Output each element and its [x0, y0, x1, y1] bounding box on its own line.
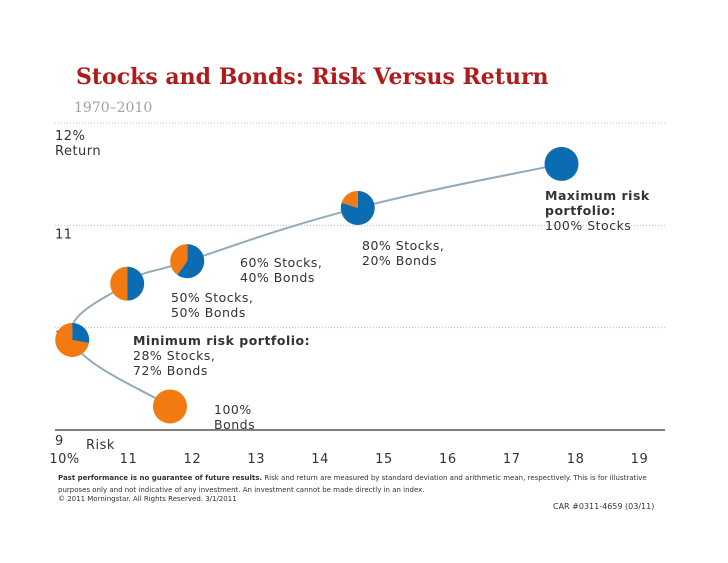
point-label: 72% Bonds — [133, 363, 208, 378]
x-tick-label: 12 — [184, 452, 202, 467]
point-label: 100% Stocks — [545, 218, 631, 233]
footer-disclaimer-bold: Past performance is no guarantee of futu… — [58, 474, 263, 482]
pie-stocks-slice — [72, 322, 90, 344]
x-axis-title: Risk — [86, 438, 115, 453]
point-label: Bonds — [214, 417, 255, 432]
point-label: Maximum risk — [545, 188, 650, 203]
pie-bonds-slice — [170, 244, 188, 275]
pie-stocks-slice — [127, 266, 145, 301]
point-label: 50% Bonds — [171, 305, 246, 320]
y-tick-label: 12% — [55, 129, 85, 144]
pie-stocks-slice — [340, 190, 375, 225]
pie-bonds-slice — [55, 322, 89, 357]
x-tick-label: 10% — [49, 452, 79, 467]
car-number: CAR #0311-4659 (03/11) — [553, 502, 655, 511]
point-label: portfolio: — [545, 203, 616, 218]
point-label: 60% Stocks, — [240, 255, 322, 270]
point-label: 50% Stocks, — [171, 290, 253, 305]
pie-bonds-slice — [341, 190, 358, 208]
x-tick-label: 11 — [120, 452, 138, 467]
x-tick-label: 16 — [439, 452, 457, 467]
copyright-line: © 2011 Morningstar. All Rights Reserved.… — [58, 495, 237, 503]
x-tick-label: 19 — [631, 452, 649, 467]
footer-disclaimer: Past performance is no guarantee of futu… — [58, 472, 668, 496]
footer-disclaimer-text: Risk and return are measured by standard… — [58, 474, 647, 494]
y-tick-label: 9 — [55, 434, 64, 449]
pie-bonds-slice — [110, 266, 128, 301]
x-tick-label: 15 — [375, 452, 393, 467]
point-label: Minimum risk portfolio: — [133, 333, 310, 348]
y-tick-label: 11 — [55, 227, 73, 242]
x-tick-label: 13 — [247, 452, 265, 467]
x-tick-label: 18 — [567, 452, 585, 467]
x-tick-label: 17 — [503, 452, 521, 467]
point-label: 28% Stocks, — [133, 348, 215, 363]
pie-bonds-slice — [152, 389, 187, 424]
point-label: 100% — [214, 402, 252, 417]
pie-stocks-slice — [544, 146, 579, 181]
chart-title: Stocks and Bonds: Risk Versus Return — [76, 64, 549, 90]
pie-stocks-slice — [177, 244, 205, 279]
point-label: 80% Stocks, — [362, 238, 444, 253]
y-axis-title: Return — [55, 144, 101, 159]
point-label: 20% Bonds — [362, 253, 437, 268]
x-tick-label: 14 — [311, 452, 329, 467]
point-label: 40% Bonds — [240, 270, 315, 285]
chart-subtitle: 1970–2010 — [74, 100, 153, 116]
